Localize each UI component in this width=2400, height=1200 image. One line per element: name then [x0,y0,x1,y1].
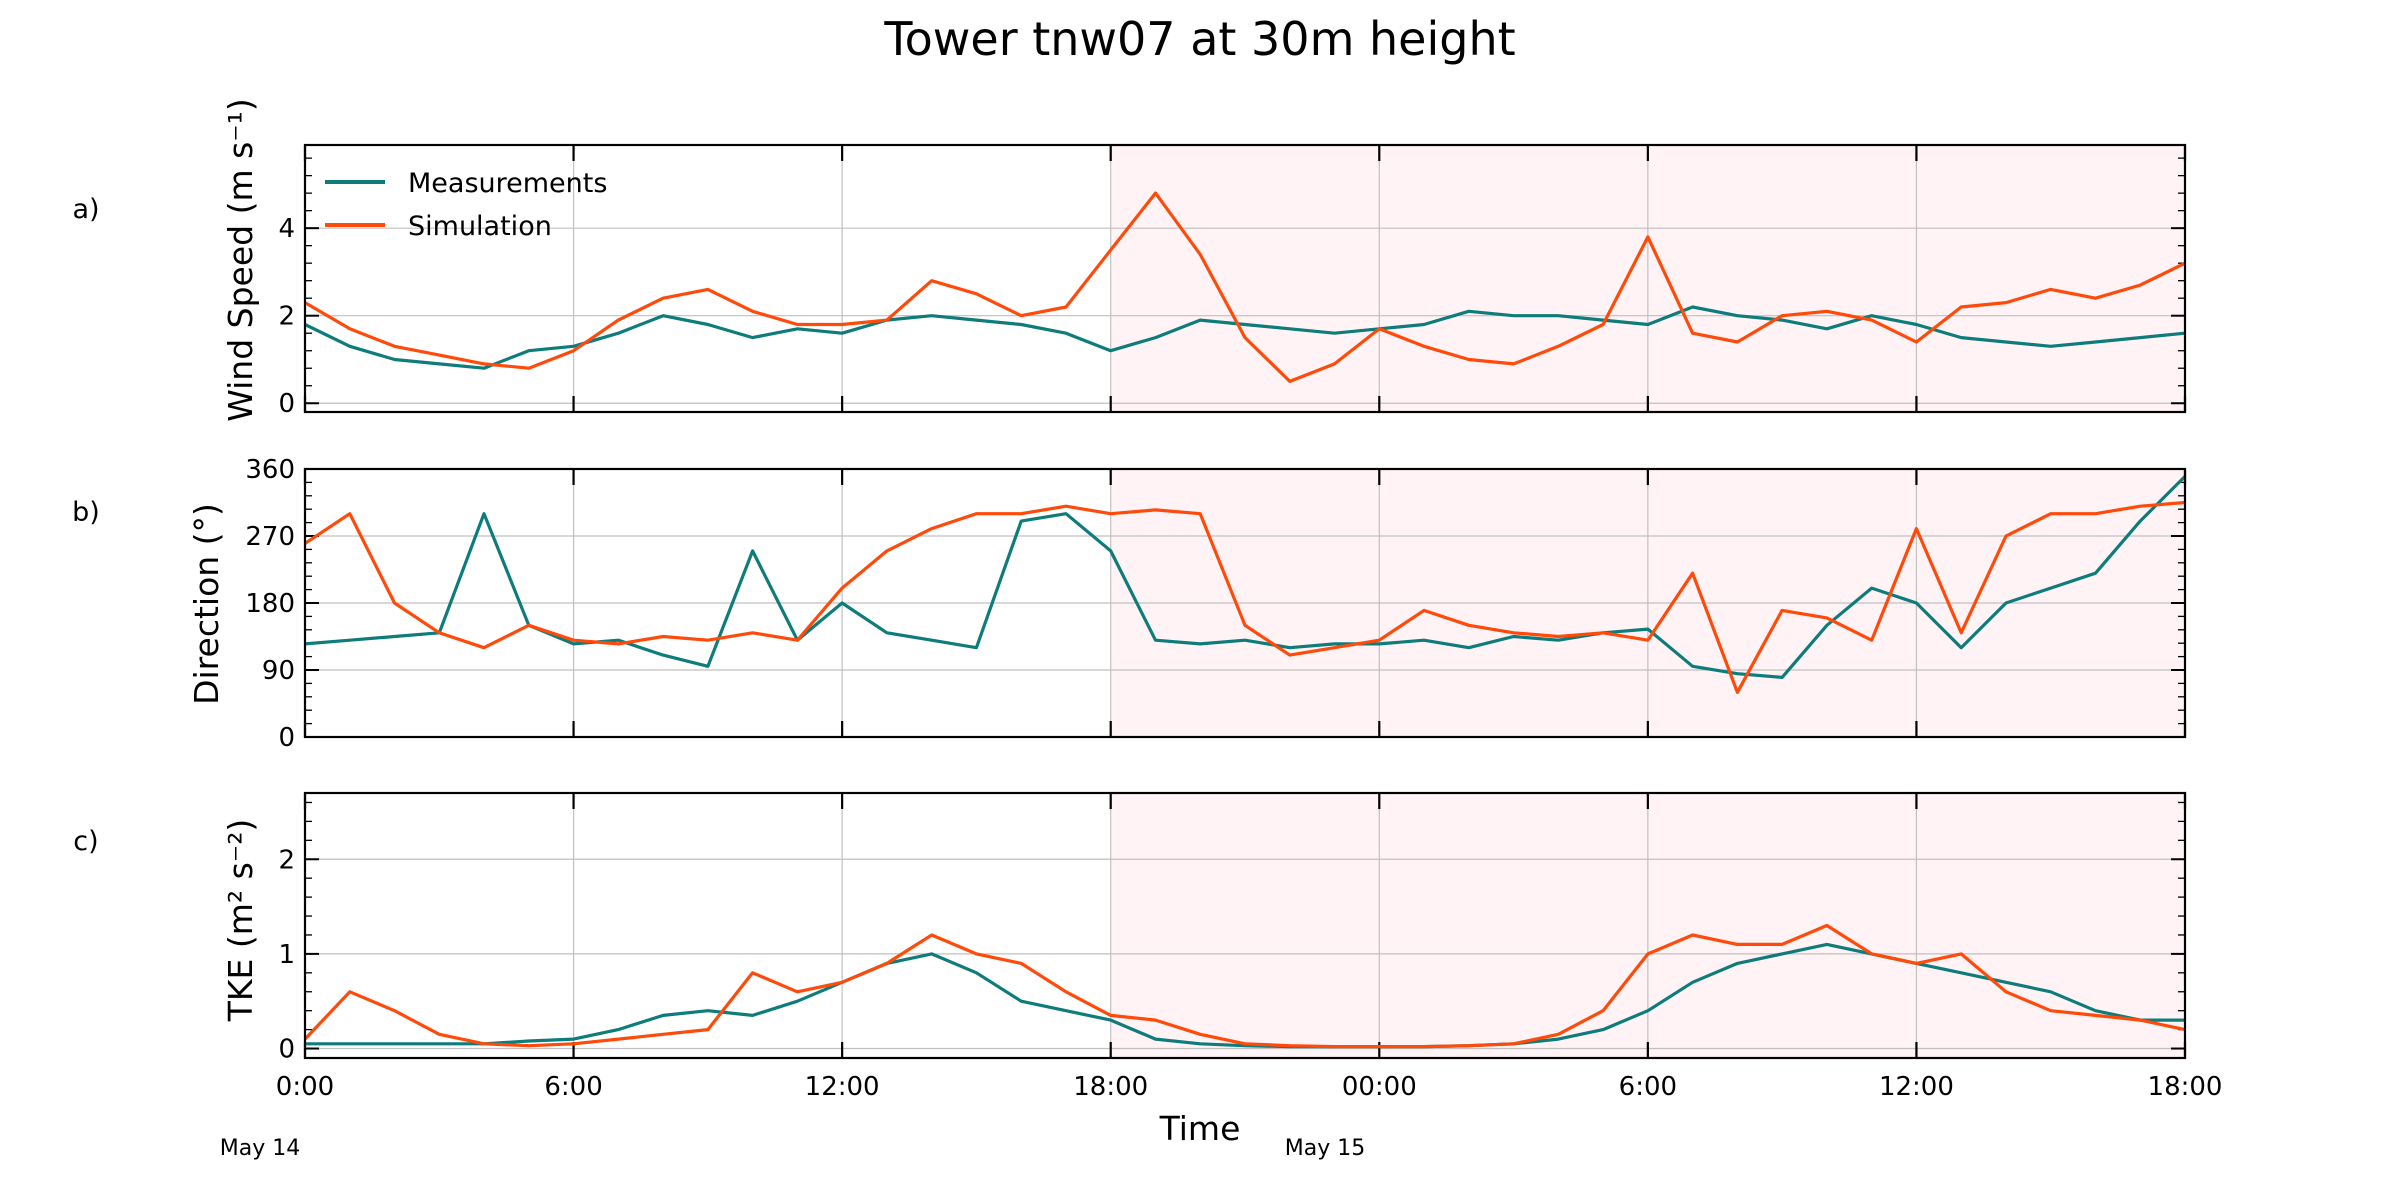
x-axis-label: Time [1159,1109,1241,1148]
x-tick-label: 00:00 [1342,1072,1417,1102]
y-tick-label: 1 [278,940,295,970]
panel-label: c) [73,826,98,857]
y-tick-label: 180 [245,589,295,619]
y-tick-label: 4 [278,214,295,244]
x-tick-label: 18:00 [1073,1072,1148,1102]
axes-frame [303,791,2187,1060]
series-line-simulation [303,923,2186,1049]
x-tick-label: 12:00 [805,1072,880,1102]
y-tick-label: 0 [278,389,295,419]
x-tick-label: 6:00 [544,1072,602,1102]
axes-frame [303,143,2187,414]
series-line-measurements [304,475,2187,680]
panel-label: b) [72,497,100,528]
x-tick-label: 18:00 [2148,1072,2223,1102]
panel-direction: b) Direction (°) 0 90 180 270 360 [72,455,2187,753]
series-line-simulation [304,500,2186,694]
y-tick-label: 270 [245,522,295,552]
chart-title: Tower tnw07 at 30m height [883,12,1515,66]
panel-wind-speed: a) Wind Speed (m s⁻¹) 0 2 4 [72,98,2187,422]
y-axis-label: Wind Speed (m s⁻¹) [221,98,260,422]
y-tick-label: 0 [278,1035,295,1065]
axes-frame [303,467,2187,739]
date-label-may15: May 15 [1285,1136,1365,1161]
series-line-measurements [304,305,2186,370]
y-axis-label: Direction (°) [187,503,226,705]
x-tick-label: 12:00 [1879,1072,1954,1102]
x-tick-label: 6:00 [1619,1072,1677,1102]
y-tick-label: 90 [262,656,295,686]
panel-tke: c) TKE (m² s⁻²) 0 1 2 [73,791,2187,1065]
y-axis-label: TKE (m² s⁻²) [221,819,260,1023]
y-tick-label: 2 [278,302,295,332]
series-line-simulation [304,191,2186,383]
panel-label: a) [72,194,99,225]
x-tick-label: 0:00 [276,1072,334,1102]
y-tick-label: 0 [278,723,295,753]
legend-label-measurements: Measurements [408,168,607,199]
legend: Measurements Simulation [325,168,607,242]
y-tick-label: 360 [245,455,295,485]
date-label-may14: May 14 [220,1136,300,1161]
legend-label-simulation: Simulation [408,211,552,242]
y-tick-label: 2 [278,845,295,875]
